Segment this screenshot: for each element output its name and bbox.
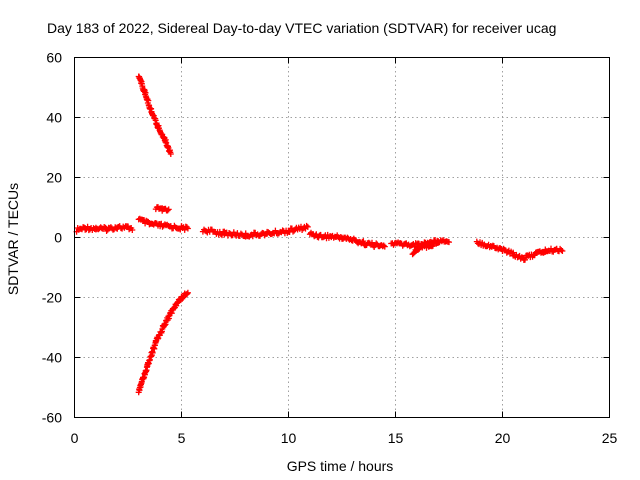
x-tick-label: 20	[495, 430, 511, 446]
chart-title: Day 183 of 2022, Sidereal Day-to-day VTE…	[47, 20, 556, 36]
y-tick-label: 0	[54, 230, 62, 246]
x-axis-label: GPS time / hours	[287, 458, 394, 474]
series-track-main-0	[73, 223, 136, 235]
y-tick-label: 40	[46, 110, 62, 126]
data-point	[522, 256, 528, 263]
y-tick-label: -20	[42, 290, 62, 306]
series-track-main-5	[473, 238, 566, 263]
x-tick-label: 15	[388, 430, 404, 446]
data-point	[167, 151, 174, 157]
data-point	[303, 222, 310, 229]
data-point	[129, 227, 136, 233]
data-point	[249, 233, 256, 240]
data-point	[272, 227, 279, 234]
series-track-rising-high	[135, 73, 174, 157]
data-point	[380, 242, 387, 249]
series-track-main-3	[306, 229, 388, 250]
y-tick-label: 60	[46, 50, 62, 66]
data-point	[381, 243, 388, 250]
data-point	[446, 239, 452, 246]
data-layer	[73, 73, 566, 396]
data-point	[410, 250, 417, 257]
data-point	[304, 223, 311, 230]
data-point	[164, 207, 171, 214]
x-tick-label: 0	[71, 430, 79, 446]
x-tick-label: 25	[602, 430, 618, 446]
data-point	[165, 206, 172, 213]
series-track-short	[152, 204, 172, 214]
y-tick-label: -60	[42, 410, 62, 426]
y-tick-label: -40	[42, 350, 62, 366]
y-axis-label: SDTVAR / TECUs	[5, 183, 21, 295]
data-point	[548, 245, 554, 252]
y-tick-label: 20	[46, 170, 62, 186]
ticks: 0 5 10 15 20 25 -60 -40 -20 0 20 40 60	[42, 50, 618, 447]
data-point	[184, 225, 191, 232]
data-point	[184, 289, 191, 296]
series-track-main-1	[135, 215, 191, 233]
series-track-rising-low	[135, 289, 191, 396]
data-point	[559, 248, 566, 254]
data-point	[360, 238, 367, 245]
series-track-main-2	[199, 222, 311, 240]
series-track-dip	[409, 237, 442, 258]
grid	[74, 57, 610, 418]
x-tick-label: 5	[178, 430, 186, 446]
data-point	[435, 238, 442, 245]
data-point	[313, 231, 320, 238]
data-point	[184, 290, 191, 297]
data-point	[558, 247, 565, 254]
data-point	[103, 228, 110, 234]
x-tick-label: 10	[281, 430, 297, 446]
